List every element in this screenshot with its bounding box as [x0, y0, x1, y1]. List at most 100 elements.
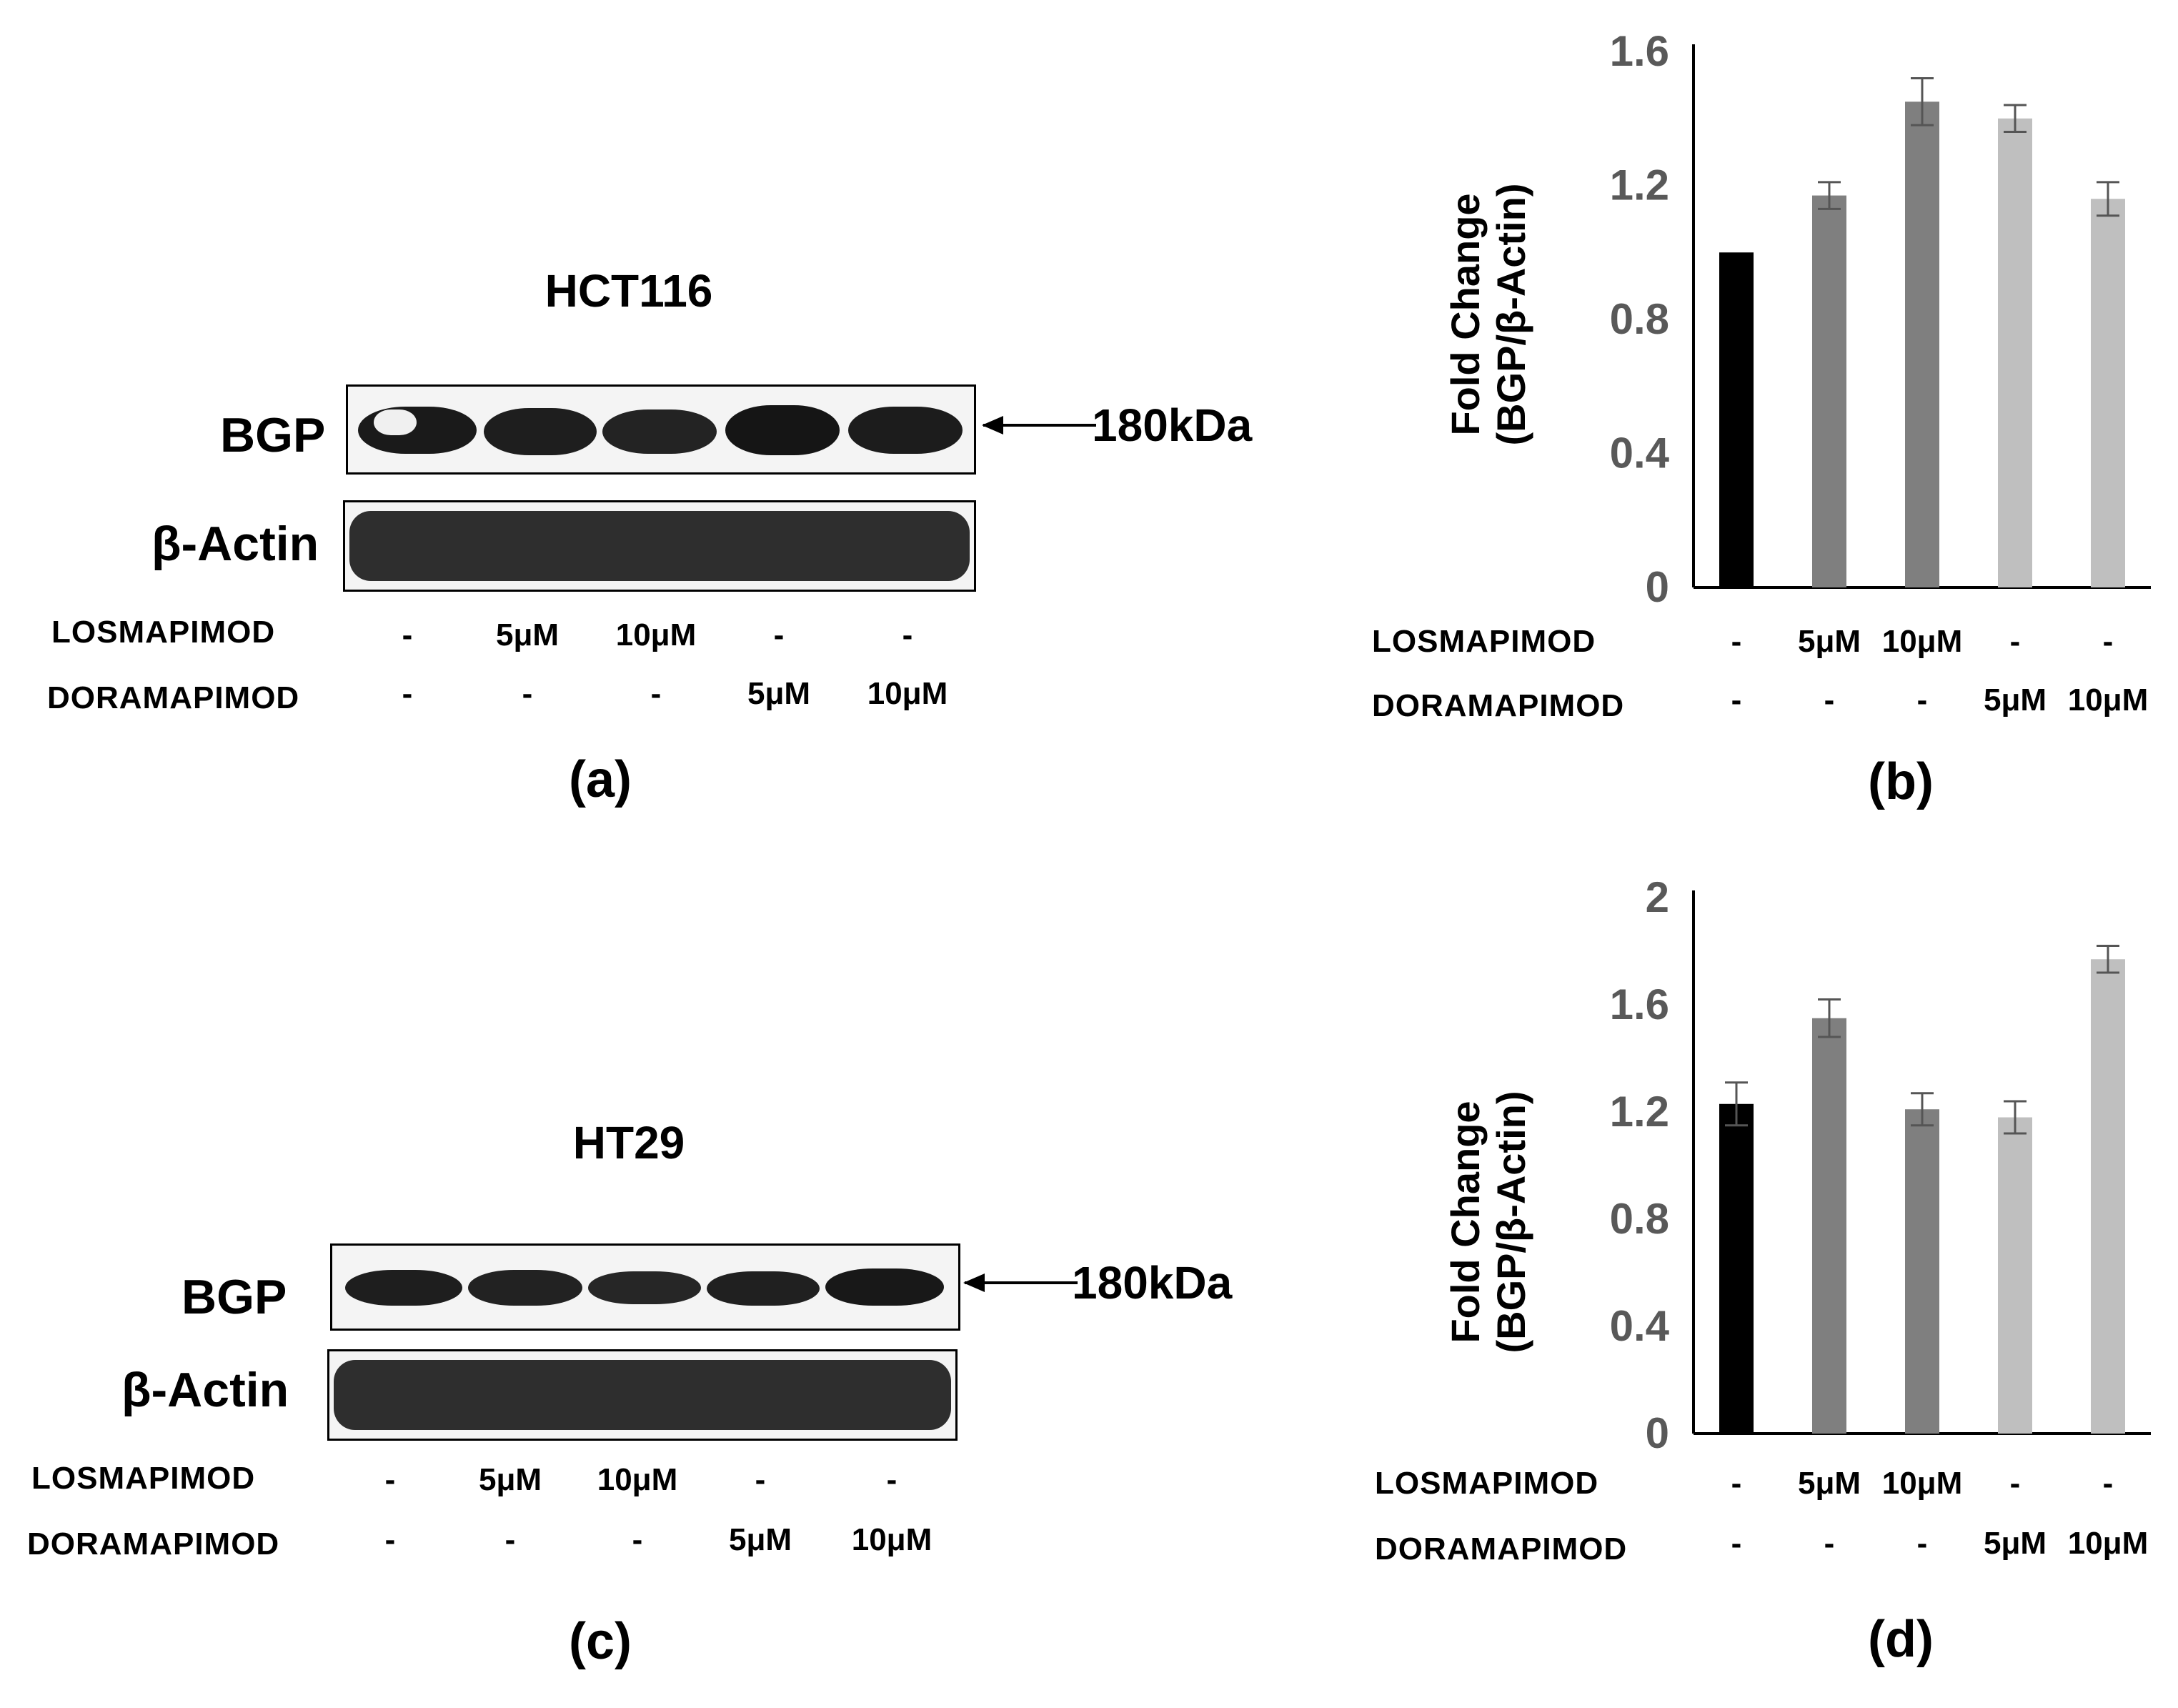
- y-tick-label: 0.8: [1610, 295, 1669, 343]
- lane-treatment-label: -: [632, 1522, 643, 1557]
- y-tick-label: 1.6: [1610, 980, 1669, 1028]
- lane-treatment-label: -: [650, 676, 662, 711]
- lane-treatment-label: 5μM: [1798, 624, 1861, 659]
- bar: [1905, 1109, 1939, 1434]
- row-label-actin: β-Actin: [121, 1363, 289, 1417]
- bar: [1998, 1117, 2032, 1434]
- bar: [1998, 118, 2032, 587]
- band: [345, 1270, 462, 1306]
- band: [707, 1271, 820, 1306]
- lane-treatment-label: -: [1824, 682, 1835, 718]
- blot-title: HCT116: [544, 265, 713, 317]
- lane-treatment-label: -: [2010, 624, 2021, 659]
- bar-chart-b: 0 0.4 0.8 1.2 1.6 Fold Change(BGP/β-Actin) LOS…: [1372, 27, 2151, 810]
- blot-title: HT29: [572, 1117, 685, 1168]
- lane-treatment-label: 10μM: [1882, 624, 1963, 659]
- condition-label: DORAMAPIMOD: [1375, 1531, 1627, 1567]
- lane-treatment-label: 5μM: [1798, 1466, 1861, 1501]
- lane-treatment-label: -: [522, 676, 533, 711]
- condition-label: LOSMAPIMOD: [1372, 624, 1596, 659]
- lane-treatment-label: -: [2103, 1466, 2114, 1501]
- marker-arrow: [963, 1273, 1078, 1292]
- condition-label-doramapimod: DORAMAPIMOD: [47, 680, 300, 715]
- y-axis-label-line: (BGP/β-Actin): [1488, 1091, 1533, 1353]
- y-axis-label-line: Fold Change: [1443, 193, 1488, 435]
- y-axis-label: Fold Change(BGP/β-Actin): [1443, 1091, 1533, 1353]
- row-label-actin: β-Actin: [151, 517, 319, 571]
- lane-treatment-label: 5μM: [1984, 1526, 2047, 1561]
- lane-treatment-label: -: [504, 1522, 516, 1557]
- row-label-bgp: BGP: [182, 1270, 287, 1324]
- y-tick-label: 1.2: [1610, 1088, 1669, 1136]
- bar: [1905, 101, 1939, 587]
- lane-treatment-label: -: [2010, 1466, 2021, 1501]
- lane-treatment-label: -: [773, 617, 785, 652]
- lane-treatment-label: -: [1731, 624, 1742, 659]
- y-tick-label: 1.6: [1610, 27, 1669, 75]
- band: [588, 1271, 701, 1304]
- lane-treatment-label: -: [384, 1522, 396, 1557]
- lane-treatment-label: 5μM: [728, 1522, 792, 1557]
- bar: [1812, 195, 1846, 587]
- bar: [1719, 1103, 1754, 1434]
- lane-treatment-label: 5μM: [1984, 682, 2047, 718]
- y-tick-label: 0: [1646, 1409, 1669, 1457]
- condition-label-losmapimod: LOSMAPIMOD: [31, 1461, 256, 1496]
- bar-chart-d: 0 0.4 0.8 1.2 1.6 2 Fold Change(BGP/β-Actin) LO…: [1375, 873, 2151, 1668]
- lane-treatment-label: -: [384, 1462, 396, 1497]
- y-axis-label-line: Fold Change: [1443, 1101, 1488, 1343]
- lane-treatment-label: 10μM: [615, 617, 697, 652]
- lane-treatment-label: -: [402, 617, 413, 652]
- lane-treatment-label: 10μM: [597, 1462, 678, 1497]
- band: [725, 405, 840, 455]
- band: [825, 1268, 944, 1306]
- marker-label: 180kDa: [1092, 399, 1253, 451]
- actin-blot: [327, 1349, 958, 1441]
- y-tick-label: 1.2: [1610, 162, 1669, 209]
- condition-label: LOSMAPIMOD: [1375, 1466, 1598, 1501]
- band: [349, 511, 970, 581]
- lane-treatment-label: -: [402, 676, 413, 711]
- bar: [2091, 959, 2125, 1434]
- lane-treatment-label: -: [755, 1462, 766, 1497]
- y-tick-label: 0.4: [1610, 430, 1670, 477]
- lane-treatment-label: -: [1731, 1526, 1742, 1561]
- bar: [1812, 1018, 1846, 1434]
- bgp-blot: [330, 1243, 960, 1331]
- band-highlight: [374, 409, 417, 435]
- lane-treatment-label: 5μM: [478, 1462, 542, 1497]
- band: [334, 1360, 951, 1430]
- lane-treatment-label: 10μM: [1882, 1466, 1963, 1501]
- band: [602, 409, 717, 454]
- panel-tag-c: (c): [569, 1613, 632, 1670]
- band: [468, 1270, 582, 1306]
- panel-tag: (d): [1868, 1611, 1934, 1668]
- bar: [1719, 252, 1754, 587]
- y-tick-label: 2: [1646, 873, 1669, 921]
- row-label-bgp: BGP: [220, 408, 326, 462]
- lane-treatment-label: 10μM: [851, 1522, 933, 1557]
- panel-tag: (b): [1868, 753, 1934, 810]
- lane-treatment-label: -: [1731, 1466, 1742, 1501]
- condition-label-losmapimod: LOSMAPIMOD: [51, 615, 276, 650]
- lane-treatment-label: -: [886, 1462, 897, 1497]
- lane-treatment-label: -: [902, 617, 913, 652]
- condition-label: DORAMAPIMOD: [1372, 688, 1624, 723]
- lane-treatment-label: -: [1917, 682, 1928, 718]
- y-axis-label-line: (BGP/β-Actin): [1488, 183, 1533, 445]
- lane-treatment-label: 10μM: [2068, 1526, 2149, 1561]
- lane-treatment-label: -: [1824, 1526, 1835, 1561]
- lane-treatment-label: 5μM: [747, 676, 811, 711]
- y-tick-label: 0.8: [1610, 1195, 1669, 1243]
- bar: [2091, 199, 2125, 587]
- panel-tag-a: (a): [569, 751, 632, 808]
- y-tick-label: 0.4: [1610, 1302, 1670, 1350]
- lane-treatment-label: -: [1917, 1526, 1928, 1561]
- bgp-blot: [346, 384, 976, 475]
- band: [848, 407, 963, 454]
- y-axis-label: Fold Change(BGP/β-Actin): [1443, 183, 1533, 445]
- lane-treatment-label: 10μM: [867, 676, 948, 711]
- lane-treatment-label: 5μM: [495, 617, 560, 652]
- lane-treatment-label: -: [1731, 682, 1742, 718]
- marker-arrow: [982, 416, 1096, 435]
